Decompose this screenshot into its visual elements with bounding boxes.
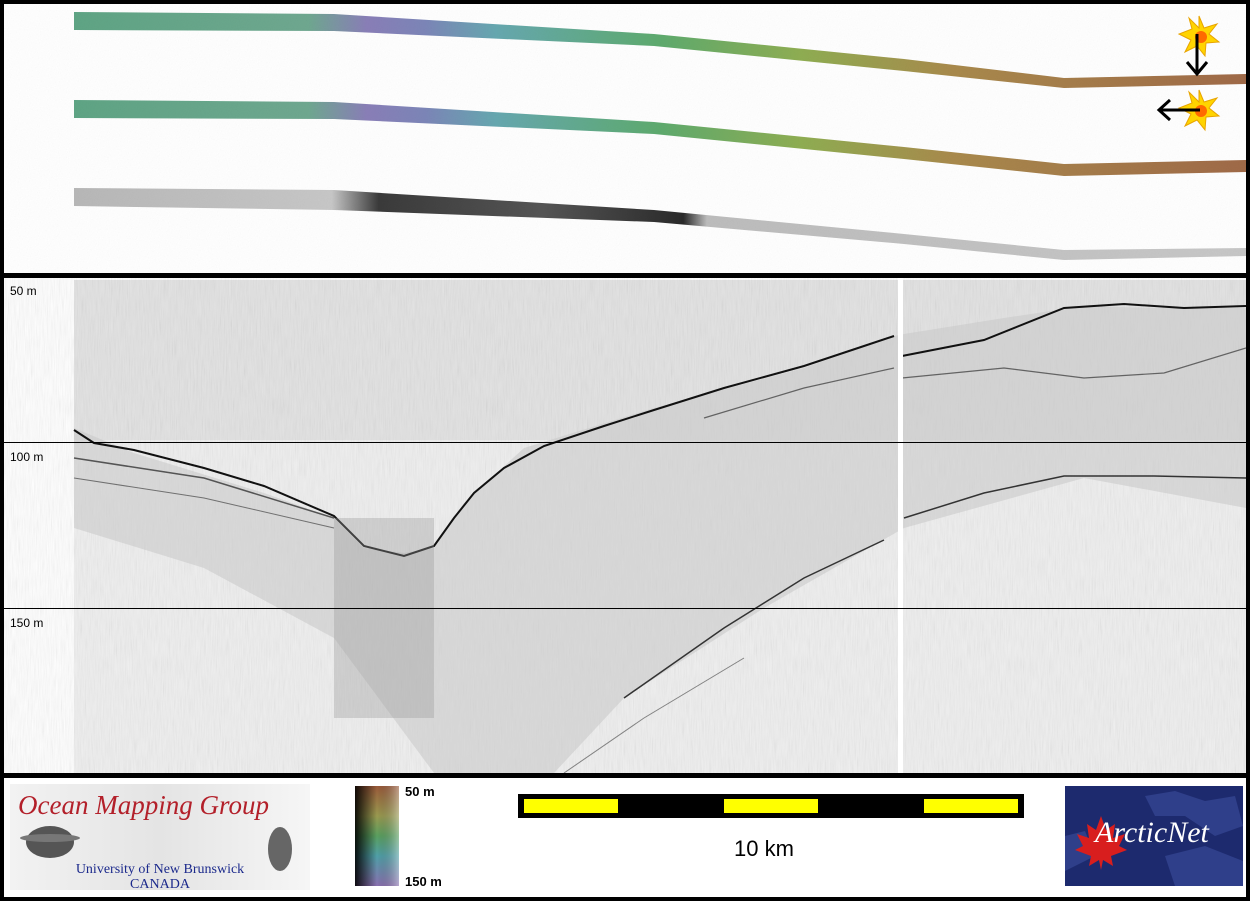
depth-colorbar — [355, 786, 399, 886]
depth-gridline-150 — [4, 608, 1246, 609]
depth-label-50: 50 m — [10, 284, 37, 298]
swath-panel — [4, 4, 1246, 273]
swath-strip-colored-1 — [74, 12, 1246, 88]
arrow-left-icon — [1156, 98, 1200, 122]
partner-name: ArcticNet — [1095, 816, 1209, 849]
depth-label-100: 100 m — [10, 450, 44, 464]
org-title: Ocean Mapping Group — [18, 790, 269, 820]
depth-label-150: 150 m — [10, 616, 44, 630]
deep-reflector — [623, 539, 885, 699]
swath-strip-colored-2 — [74, 100, 1246, 176]
arrow-down-icon — [1185, 34, 1209, 77]
seafloor-reflector — [73, 335, 895, 558]
colorbar-bottom-label: 150 m — [405, 874, 442, 889]
maple-leaf-icon — [1075, 816, 1127, 870]
depth-gridline-100 — [4, 442, 1246, 443]
swath-strips — [74, 12, 1246, 260]
swath-sonar-icon — [20, 826, 292, 871]
org-subtitle-country: CANADA — [130, 877, 190, 890]
seismic-profile-panel: 50 m 100 m 150 m — [4, 278, 1246, 773]
ocean-mapping-group-logo: Ocean Mapping Group University of New Br… — [10, 784, 310, 890]
seismic-profile — [73, 278, 1246, 773]
swath-strip-backscatter — [74, 188, 1246, 260]
sun-icon — [1177, 15, 1221, 58]
org-subtitle-university: University of New Brunswick — [75, 862, 245, 877]
arcticnet-logo: ArcticNet — [1065, 786, 1243, 886]
scale-label: 10 km — [734, 836, 794, 861]
colorbar-top-label: 50 m — [405, 784, 435, 799]
scale-bar — [518, 794, 1024, 818]
legend-panel: Ocean Mapping Group University of New Br… — [4, 778, 1246, 897]
